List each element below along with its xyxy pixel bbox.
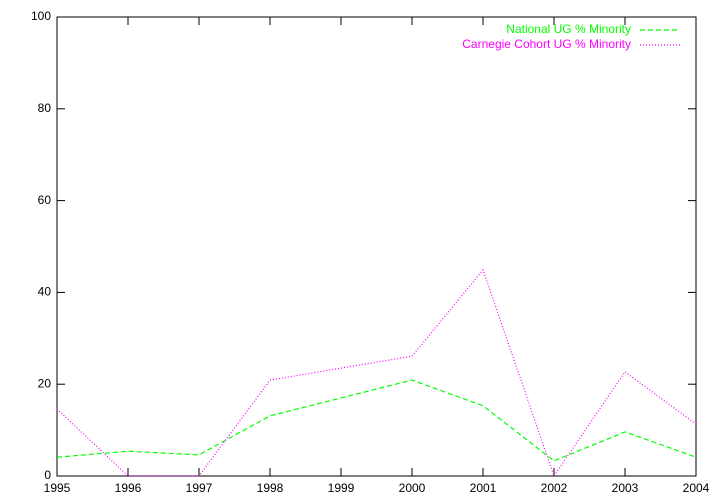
x-tick-label: 2001 [470, 481, 497, 495]
x-tick-label: 1996 [115, 481, 142, 495]
x-tick-label: 2003 [612, 481, 639, 495]
legend-label: Carnegie Cohort UG % Minority [462, 37, 631, 51]
y-tick-label: 40 [38, 285, 52, 299]
x-tick-label: 1997 [186, 481, 213, 495]
y-tick-label: 0 [44, 468, 51, 482]
legend-label: National UG % Minority [506, 22, 631, 36]
x-tick-label: 1998 [257, 481, 284, 495]
x-tick-label: 1995 [44, 481, 71, 495]
y-tick-label: 60 [38, 193, 52, 207]
y-tick-label: 20 [38, 376, 52, 390]
y-tick-label: 100 [31, 9, 51, 23]
x-tick-label: 2002 [541, 481, 568, 495]
x-tick-label: 2000 [399, 481, 426, 495]
x-tick-label: 1999 [328, 481, 355, 495]
y-tick-label: 80 [38, 101, 52, 115]
series-line [56, 379, 697, 462]
plot-frame [56, 16, 697, 477]
x-tick-label: 2004 [683, 481, 710, 495]
series-line [56, 268, 697, 478]
